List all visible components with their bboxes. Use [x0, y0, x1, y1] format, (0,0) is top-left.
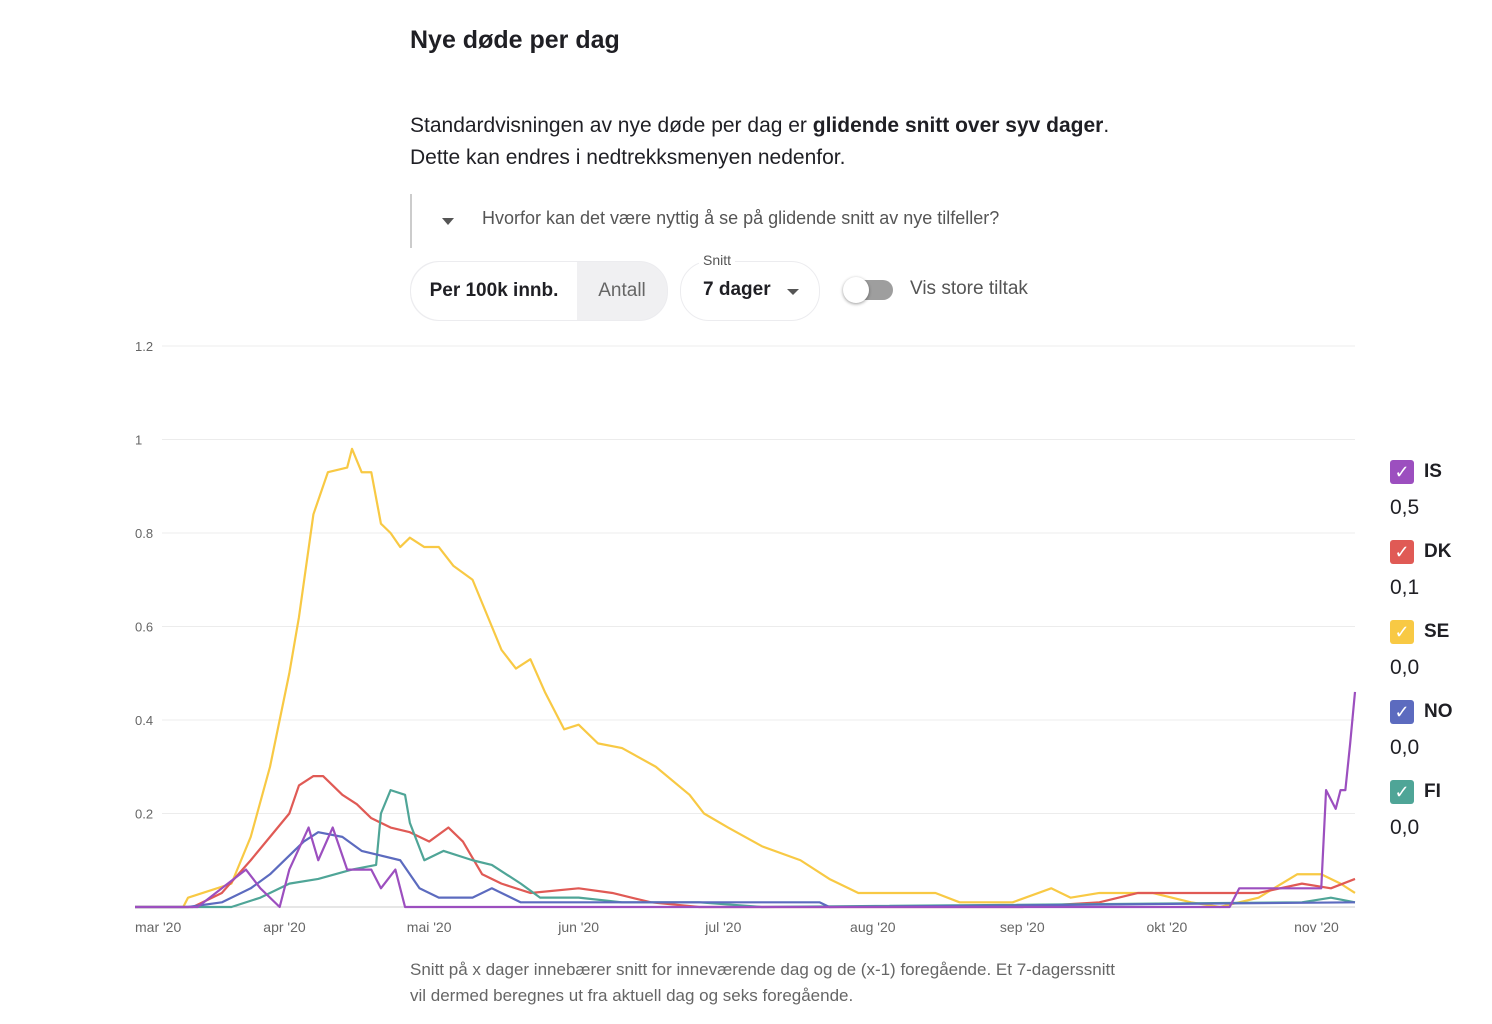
x-tick-label: nov '20 — [1294, 919, 1339, 935]
average-select[interactable]: Snitt 7 dager — [680, 252, 820, 321]
series-line-no — [135, 831, 1356, 909]
details-question[interactable]: Hvorfor kan det være nyttig å se på glid… — [482, 208, 1000, 228]
legend-value: 0,0 — [1390, 736, 1420, 759]
footnote: Snitt på x dager innebærer snitt for inn… — [410, 960, 1115, 1005]
legend-value: 0,1 — [1390, 576, 1420, 599]
y-tick-label: 0.4 — [135, 713, 153, 728]
intro-pre: Standardvisningen av nye døde per dag er — [410, 114, 813, 137]
intro-post: . Dette kan endres i nedtrekksmenyen ned… — [410, 114, 1110, 169]
intro-bold: glidende snitt over syv dager — [812, 114, 1104, 137]
legend-code: NO — [1424, 701, 1453, 722]
page-title: Nye døde per dag — [410, 26, 620, 54]
legend-item-se[interactable]: ✓ SE 0,0 — [1390, 620, 1490, 700]
y-tick-label: 0.6 — [135, 620, 153, 635]
legend-item-no[interactable]: ✓ NO 0,0 — [1390, 700, 1490, 780]
x-tick-label: sep '20 — [1000, 919, 1045, 935]
y-tick-label: 0.8 — [135, 526, 153, 541]
x-tick-label: jun '20 — [557, 919, 599, 935]
legend-code: IS — [1424, 461, 1442, 482]
y-tick-label: 1 — [135, 433, 142, 448]
x-tick-label: okt '20 — [1147, 919, 1188, 935]
legend-item-fi[interactable]: ✓ FI 0,0 — [1390, 780, 1490, 860]
checkbox-checked-icon[interactable]: ✓ — [1390, 780, 1414, 804]
per-100k-button[interactable]: Per 100k innb. — [411, 262, 577, 320]
deaths-chart: 0.2 0.4 0.6 0.8 1 1.2 mar '20 apr '20 mai '20 jun… — [135, 339, 1357, 935]
average-value: 7 dager — [703, 279, 771, 300]
series-line-se — [135, 447, 1356, 909]
x-tick-label: jul '20 — [704, 919, 741, 935]
x-tick-label: mar '20 — [135, 919, 181, 935]
checkbox-checked-icon[interactable]: ✓ — [1390, 700, 1414, 724]
average-label: Snitt — [699, 252, 736, 268]
legend-item-dk[interactable]: ✓ DK 0,1 — [1390, 540, 1490, 620]
details-expander[interactable]: Hvorfor kan det være nyttig å se på glid… — [410, 194, 1112, 248]
legend-code: SE — [1424, 621, 1450, 642]
measures-toggle[interactable] — [843, 277, 893, 303]
count-button[interactable]: Antall — [598, 280, 646, 301]
x-tick-label: mai '20 — [407, 919, 452, 935]
toggle-knob[interactable] — [843, 277, 869, 303]
checkbox-checked-icon[interactable]: ✓ — [1390, 620, 1414, 644]
checkbox-checked-icon[interactable]: ✓ — [1390, 540, 1414, 564]
series-line-fi — [135, 789, 1356, 909]
caret-down-icon — [442, 218, 454, 225]
y-tick-label: 0.2 — [135, 807, 153, 822]
legend-value: 0,0 — [1390, 656, 1420, 679]
legend: ✓ IS 0,5 ✓ DK 0,1 ✓ SE 0,0 ✓ NO 0,0 ✓ FI 0,0 — [1390, 460, 1490, 860]
legend-code: DK — [1424, 541, 1452, 562]
measures-toggle-label: Vis store tiltak — [910, 278, 1028, 299]
legend-item-is[interactable]: ✓ IS 0,5 — [1390, 460, 1490, 540]
legend-value: 0,0 — [1390, 816, 1420, 839]
series-line-is — [135, 691, 1357, 909]
unit-toggle[interactable]: Per 100k innb. Antall — [410, 261, 668, 321]
intro-text: Standardvisningen av nye døde per dag er… — [410, 110, 1130, 174]
legend-value: 0,5 — [1390, 496, 1420, 519]
x-tick-label: aug '20 — [850, 919, 896, 935]
x-tick-label: apr '20 — [263, 919, 306, 935]
checkbox-checked-icon[interactable]: ✓ — [1390, 460, 1414, 484]
legend-code: FI — [1424, 781, 1441, 802]
series-line-dk — [135, 775, 1356, 909]
y-tick-label: 1.2 — [135, 339, 153, 354]
chevron-down-icon — [787, 289, 799, 295]
